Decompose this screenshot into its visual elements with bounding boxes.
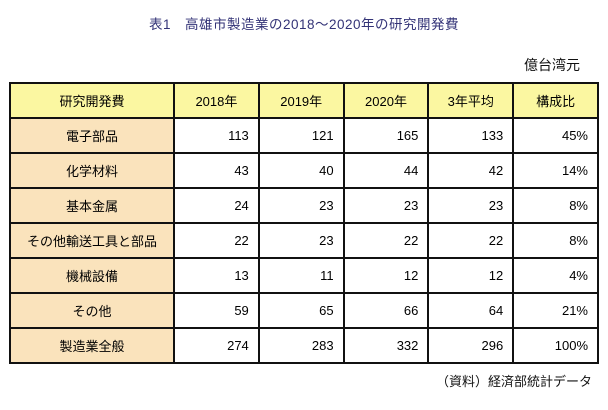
table-row: 化学材料 43 40 44 42 14%: [9, 152, 599, 189]
value-cell: 22: [173, 222, 260, 259]
value-cell: 113: [173, 117, 260, 154]
table-row: その他輸送工具と部品 22 23 22 22 8%: [9, 222, 599, 259]
column-header: 3年平均: [427, 82, 515, 119]
row-label: 機械設備: [9, 257, 175, 294]
table-row: 機械設備 13 11 12 12 4%: [9, 257, 599, 294]
table-title: 表1 高雄市製造業の2018〜2020年の研究開発費: [148, 17, 460, 32]
value-cell: 332: [342, 327, 430, 364]
row-label: 製造業全般: [9, 327, 175, 364]
value-cell: 64: [427, 292, 515, 329]
value-cell: 283: [257, 327, 345, 364]
value-cell: 165: [342, 117, 430, 154]
value-cell: 121: [257, 117, 345, 154]
value-cell: 12: [427, 257, 515, 294]
value-cell: 40: [257, 152, 345, 189]
column-header: 構成比: [512, 82, 599, 119]
value-cell: 43: [173, 152, 260, 189]
value-cell: 23: [257, 187, 345, 224]
value-cell: 296: [427, 327, 515, 364]
value-cell: 23: [342, 187, 430, 224]
value-cell: 24: [173, 187, 260, 224]
value-cell: 13: [173, 257, 260, 294]
table-row: 基本金属 24 23 23 23 8%: [9, 187, 599, 224]
value-cell: 66: [342, 292, 430, 329]
column-header: 2018年: [173, 82, 260, 119]
value-cell: 133: [427, 117, 515, 154]
column-header: 研究開発費: [9, 82, 175, 119]
value-cell: 12: [342, 257, 430, 294]
value-cell: 42: [427, 152, 515, 189]
value-cell: 8%: [512, 222, 599, 259]
value-cell: 11: [257, 257, 345, 294]
value-cell: 44: [342, 152, 430, 189]
value-cell: 65: [257, 292, 345, 329]
value-cell: 59: [173, 292, 260, 329]
value-cell: 8%: [512, 187, 599, 224]
value-cell: 22: [342, 222, 430, 259]
value-cell: 22: [427, 222, 515, 259]
row-label: 基本金属: [9, 187, 175, 224]
column-header: 2019年: [257, 82, 345, 119]
value-cell: 4%: [512, 257, 599, 294]
value-cell: 45%: [512, 117, 599, 154]
value-cell: 14%: [512, 152, 599, 189]
value-cell: 21%: [512, 292, 599, 329]
rnd-expense-table: 研究開発費 2018年 2019年 2020年 3年平均 構成比 電子部品 113 121 16…: [9, 82, 599, 364]
value-cell: 23: [427, 187, 515, 224]
table-row: その他 59 65 66 64 21%: [9, 292, 599, 329]
source-note: （資料）経済部統計データ: [435, 375, 592, 390]
unit-label: 億台湾元: [524, 58, 580, 74]
table-row: 電子部品 113 121 165 133 45%: [9, 117, 599, 154]
table-row: 製造業全般 274 283 332 296 100%: [9, 327, 599, 364]
row-label: 化学材料: [9, 152, 175, 189]
value-cell: 23: [257, 222, 345, 259]
row-label: その他: [9, 292, 175, 329]
table-header-row: 研究開発費 2018年 2019年 2020年 3年平均 構成比: [9, 82, 599, 119]
value-cell: 100%: [512, 327, 599, 364]
row-label: 電子部品: [9, 117, 175, 154]
column-header: 2020年: [342, 82, 430, 119]
row-label: その他輸送工具と部品: [9, 222, 175, 259]
value-cell: 274: [173, 327, 260, 364]
